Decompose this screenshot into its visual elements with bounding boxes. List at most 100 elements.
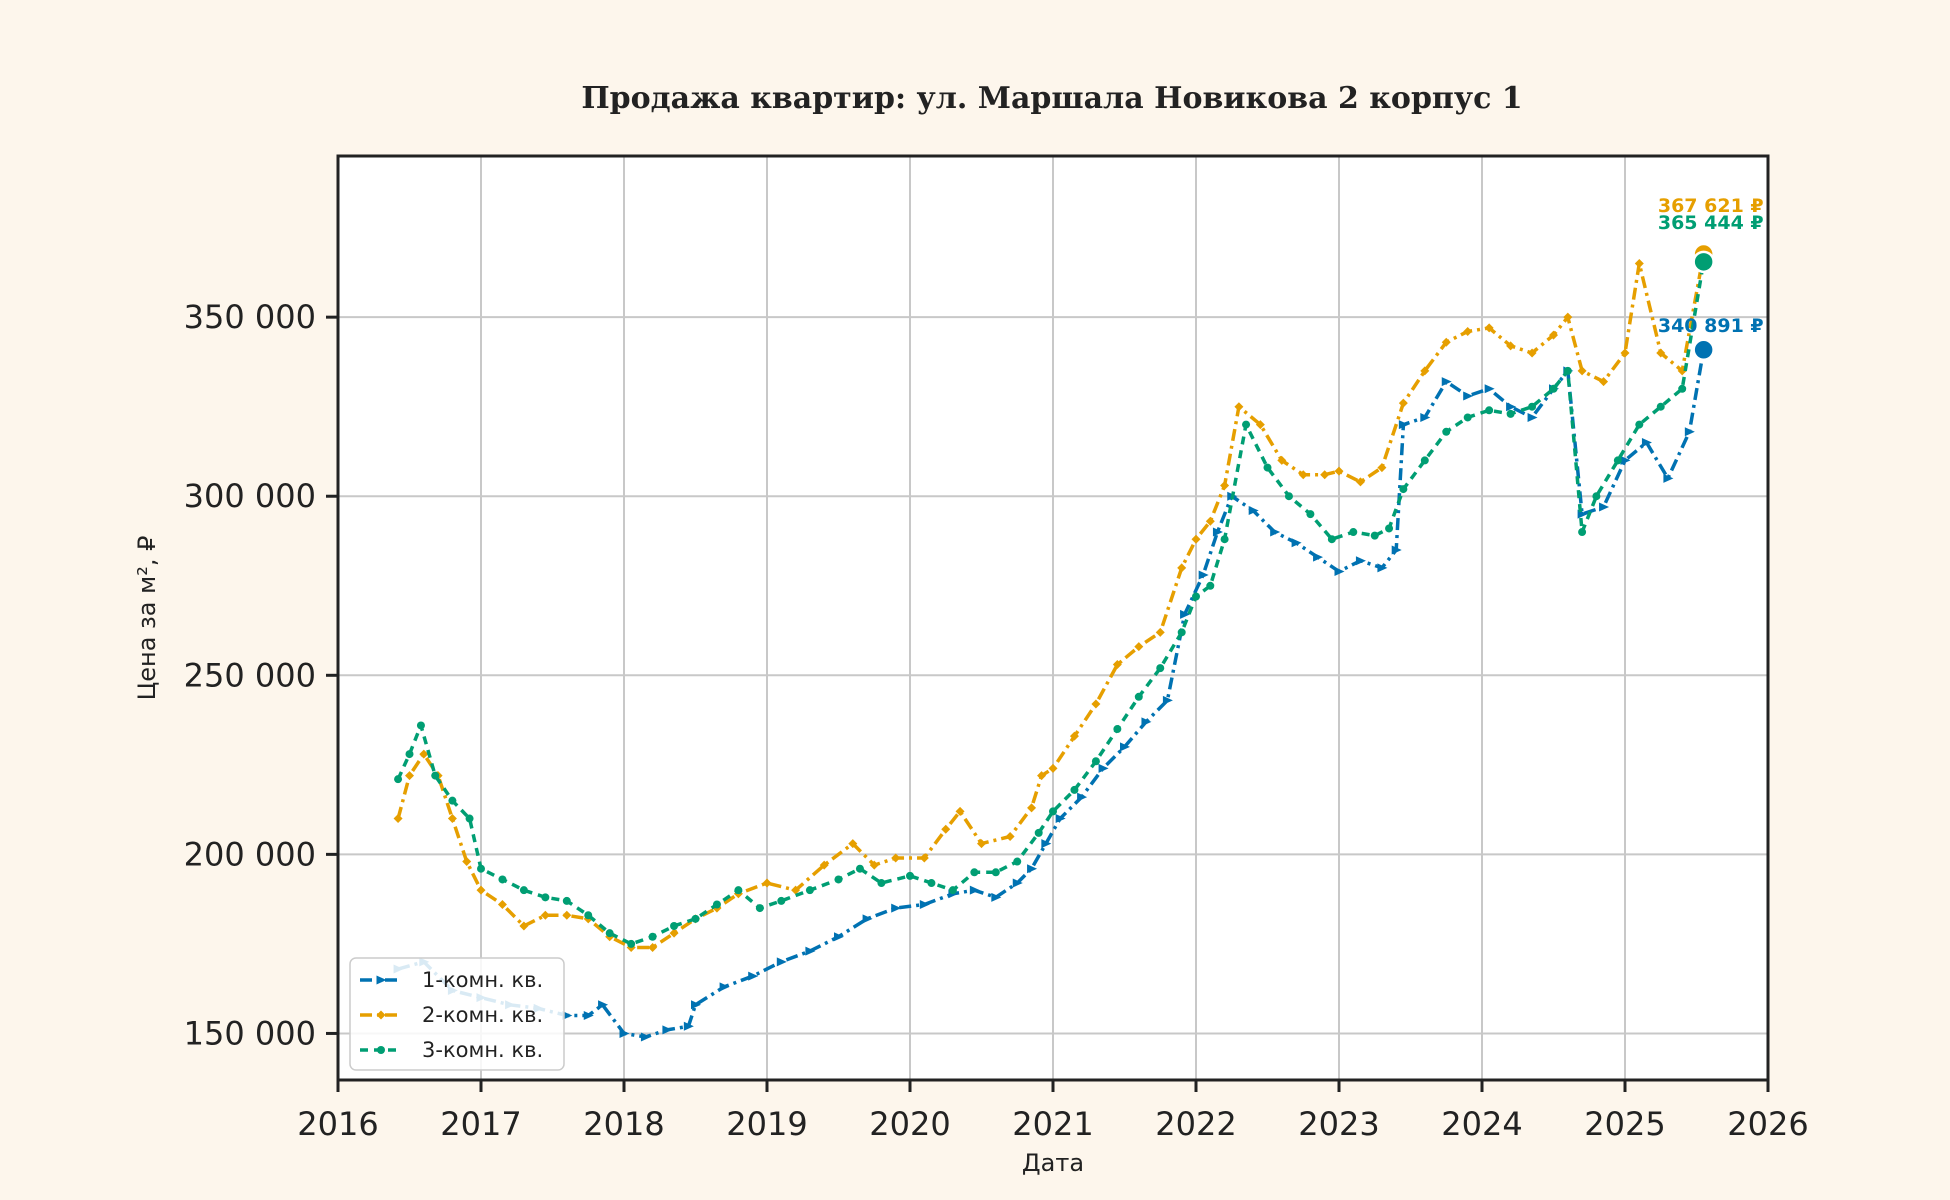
data-point	[1349, 528, 1358, 537]
data-point	[869, 860, 879, 870]
data-point	[1506, 402, 1517, 412]
data-point	[541, 893, 550, 902]
data-point	[1663, 473, 1674, 483]
data-point	[1420, 412, 1431, 422]
data-point	[1113, 725, 1122, 734]
data-point	[448, 796, 457, 805]
data-point	[1684, 427, 1695, 437]
data-point	[1012, 878, 1023, 888]
data-point	[605, 929, 614, 938]
data-point	[1577, 366, 1587, 376]
legend-label: 1-комн. кв.	[422, 968, 543, 992]
data-point	[683, 1021, 694, 1031]
legend-box	[349, 957, 565, 1071]
data-point	[977, 839, 986, 849]
data-point	[1177, 628, 1186, 637]
data-point	[755, 904, 764, 913]
data-point	[1284, 492, 1293, 501]
data-point	[1398, 398, 1408, 408]
data-point	[748, 971, 759, 981]
data-point	[1528, 402, 1537, 411]
data-point	[1441, 377, 1452, 387]
data-point	[1055, 814, 1066, 824]
data-point	[1048, 763, 1058, 773]
data-point	[1484, 384, 1495, 394]
data-point	[1120, 742, 1130, 752]
data-point	[519, 886, 528, 895]
data-point	[669, 928, 679, 938]
data-point	[1091, 699, 1101, 709]
data-point	[1641, 438, 1652, 448]
data-point	[1049, 807, 1057, 816]
data-point	[640, 1032, 651, 1042]
data-point	[1077, 792, 1088, 802]
data-point	[1442, 427, 1451, 436]
data-point	[1098, 763, 1109, 773]
data-point	[393, 814, 403, 824]
data-point	[376, 975, 387, 985]
data-point	[855, 864, 864, 873]
data-point	[1398, 420, 1409, 430]
legend: 1-комн. кв. 2-комн. кв. 3-комн. кв.	[349, 957, 565, 1071]
y-tick-label: 150 000	[184, 1014, 316, 1052]
x-tick-label: 2018	[583, 1105, 664, 1143]
data-point	[777, 896, 786, 905]
data-point	[1527, 348, 1537, 358]
data-point	[1463, 391, 1474, 401]
data-point	[1441, 337, 1451, 347]
data-point	[848, 839, 858, 849]
data-point	[1206, 581, 1215, 590]
data-point	[1220, 480, 1230, 490]
data-point	[734, 886, 743, 895]
data-point	[776, 957, 787, 967]
data-point	[1263, 463, 1272, 472]
data-point	[1506, 409, 1515, 418]
data-point	[562, 910, 572, 920]
x-tick-label: 2020	[869, 1105, 950, 1143]
y-tick-label: 200 000	[184, 835, 316, 873]
data-point	[955, 806, 965, 816]
y-tick-label: 300 000	[184, 477, 316, 515]
data-point	[1549, 330, 1558, 340]
data-point	[1255, 420, 1265, 430]
data-point	[991, 892, 1002, 902]
data-point	[519, 921, 529, 931]
x-tick-label: 2023	[1298, 1105, 1379, 1143]
legend-label: 2-комн. кв.	[422, 1003, 543, 1027]
data-point	[834, 875, 843, 884]
end-labels: 340 891 ₽ 367 621 ₽365 444 ₽	[1658, 195, 1764, 362]
data-point	[1313, 552, 1324, 562]
x-tick-label: 2016	[297, 1105, 378, 1143]
data-point	[819, 860, 829, 870]
data-point	[376, 1010, 386, 1020]
data-point	[1592, 492, 1601, 501]
data-point	[1320, 470, 1330, 480]
data-point	[691, 914, 700, 923]
data-point	[1563, 366, 1572, 375]
data-point	[919, 853, 929, 863]
data-point	[1070, 785, 1079, 794]
data-point	[791, 885, 801, 895]
data-point	[1205, 516, 1215, 526]
last-value-label: 340 891 ₽	[1658, 315, 1764, 337]
data-point	[377, 1046, 385, 1054]
data-point	[991, 868, 1000, 877]
x-tick-label: 2019	[726, 1105, 807, 1143]
data-point	[919, 900, 930, 910]
data-point	[465, 814, 474, 823]
data-point	[969, 885, 980, 895]
last-value-label: 365 444 ₽	[1658, 212, 1764, 234]
data-point	[1527, 412, 1538, 422]
x-tick-label: 2026	[1727, 1105, 1808, 1143]
data-point	[1234, 402, 1244, 412]
data-point	[598, 1000, 609, 1010]
data-point	[1191, 534, 1201, 544]
data-point	[1155, 627, 1165, 637]
data-point	[1656, 402, 1665, 411]
data-point	[1377, 463, 1387, 473]
data-point	[1656, 348, 1666, 358]
data-point	[1620, 348, 1630, 358]
data-point	[1678, 384, 1687, 393]
